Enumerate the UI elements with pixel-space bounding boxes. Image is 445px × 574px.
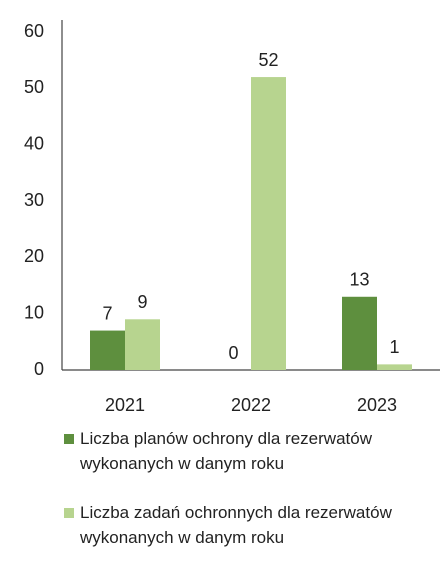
chart: 0 10 20 30 40 50 60 2021 7 9 2022 0 52 2023 13 1 [24, 20, 440, 415]
legend-label: Liczba planów ochrony dla rezerwatów wyk… [80, 429, 372, 473]
bar [342, 296, 377, 370]
bar [377, 364, 412, 370]
x-tick-label: 2023 [357, 395, 397, 415]
x-tick-label: 2022 [231, 395, 271, 415]
data-label: 9 [137, 292, 147, 312]
legend-label: Liczba zadań ochronnych dla rezerwatów w… [80, 503, 392, 547]
y-tick-label: 20 [24, 246, 44, 266]
data-label: 52 [258, 50, 278, 70]
bar [251, 77, 286, 371]
y-tick-label: 30 [24, 190, 44, 210]
y-tick-label: 50 [24, 77, 44, 97]
data-label: 0 [228, 343, 238, 363]
bar [125, 319, 160, 370]
y-tick-label: 40 [24, 133, 44, 153]
y-tick-label: 0 [34, 359, 44, 379]
legend-swatch [64, 508, 74, 518]
legend: Liczba planów ochrony dla rezerwatów wyk… [64, 426, 439, 574]
data-label: 13 [349, 270, 369, 290]
data-label: 1 [389, 337, 399, 357]
x-tick-label: 2021 [105, 395, 145, 415]
bar [90, 330, 125, 370]
page: 0 10 20 30 40 50 60 2021 7 9 2022 0 52 2023 13 1 Liczba… [23, 20, 440, 547]
legend-swatch [64, 434, 74, 444]
legend-item: Liczba zadań ochronnych dla rezerwatów w… [64, 500, 439, 550]
y-tick-label: 10 [24, 302, 44, 322]
data-label: 7 [102, 303, 112, 323]
y-tick-label: 60 [24, 21, 44, 41]
legend-item: Liczba planów ochrony dla rezerwatów wyk… [64, 426, 439, 476]
